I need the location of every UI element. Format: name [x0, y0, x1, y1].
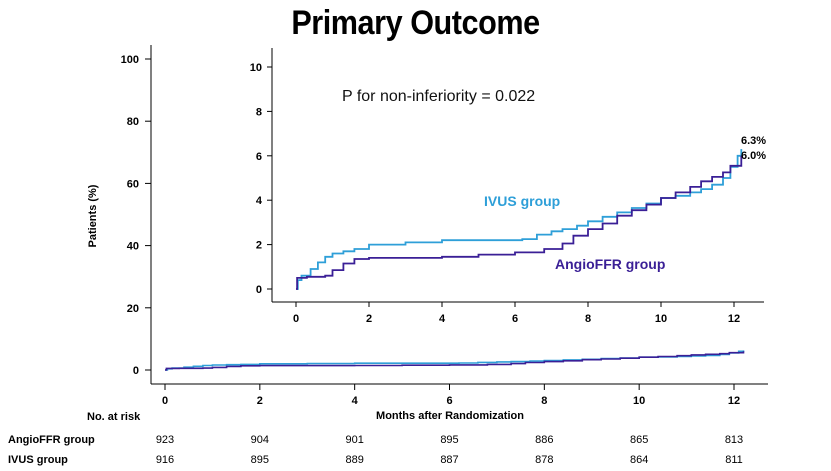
risk-cell: 864 [630, 454, 648, 466]
risk-cell: 923 [156, 434, 174, 446]
legend-ivus-label: IVUS group [484, 193, 560, 209]
risk-cell: 887 [440, 454, 458, 466]
inset-x-tick-label: 2 [366, 313, 372, 325]
risk-cell: 916 [156, 454, 174, 466]
inset-x-tick-label: 6 [512, 313, 518, 325]
inset-y-tick-label: 0 [256, 284, 262, 296]
risk-cell: 889 [345, 454, 363, 466]
risk-cell: 811 [725, 454, 743, 466]
main-y-tick-label: 100 [121, 54, 139, 66]
main-y-tick-label: 60 [127, 178, 139, 190]
main-x-tick-label: 8 [541, 395, 547, 407]
main-x-tick-label: 12 [728, 395, 740, 407]
main-x-tick-label: 10 [633, 395, 645, 407]
risk-cell: 865 [630, 434, 648, 446]
inset-y-tick-label: 8 [256, 106, 262, 118]
inset-y-tick-label: 10 [250, 62, 262, 74]
inset-y-tick-label: 4 [256, 195, 263, 207]
inset-x-tick-label: 4 [439, 313, 446, 325]
main-y-tick-label: 80 [127, 116, 139, 128]
inset-y-tick-label: 2 [256, 240, 262, 252]
risk-row-label: AngioFFR group [8, 434, 95, 446]
main-series-line [165, 351, 745, 371]
risk-cell: 901 [345, 434, 363, 446]
inset-series-line [296, 155, 743, 290]
risk-cell: 878 [535, 454, 553, 466]
main-y-tick-label: 0 [133, 365, 139, 377]
main-x-tick-label: 0 [162, 395, 168, 407]
risk-cell: 895 [251, 454, 269, 466]
risk-cell: 886 [535, 434, 553, 446]
main-y-axis-label: Patients (%) [87, 184, 99, 247]
main-series-line [165, 350, 745, 371]
inset-x-tick-label: 12 [728, 313, 740, 325]
ivus-end-label: 6.3% [741, 135, 766, 147]
risk-cell: 895 [440, 434, 458, 446]
inset-x-tick-label: 8 [585, 313, 591, 325]
angioffr-end-label: 6.0% [741, 150, 766, 162]
inset-y-tick-label: 6 [256, 151, 262, 163]
main-y-tick-label: 40 [127, 241, 139, 253]
inset-series-line [296, 149, 743, 290]
main-x-axis-label: Months after Randomization [376, 410, 524, 422]
risk-table-header: No. at risk [87, 411, 141, 423]
inset-background [272, 48, 764, 310]
chart-title: Primary Outcome [291, 4, 540, 42]
inset-x-tick-label: 0 [293, 313, 299, 325]
main-x-tick-label: 6 [446, 395, 452, 407]
inset-x-tick-label: 10 [655, 313, 667, 325]
risk-cell: 813 [725, 434, 743, 446]
risk-row-label: IVUS group [8, 454, 68, 466]
main-y-tick-label: 20 [127, 303, 139, 315]
legend-angioffr-label: AngioFFR group [555, 256, 665, 272]
inset-annotation: P for non-inferiority = 0.022 [342, 88, 535, 105]
main-x-tick-label: 4 [352, 395, 359, 407]
risk-cell: 904 [251, 434, 269, 446]
main-x-tick-label: 2 [257, 395, 263, 407]
